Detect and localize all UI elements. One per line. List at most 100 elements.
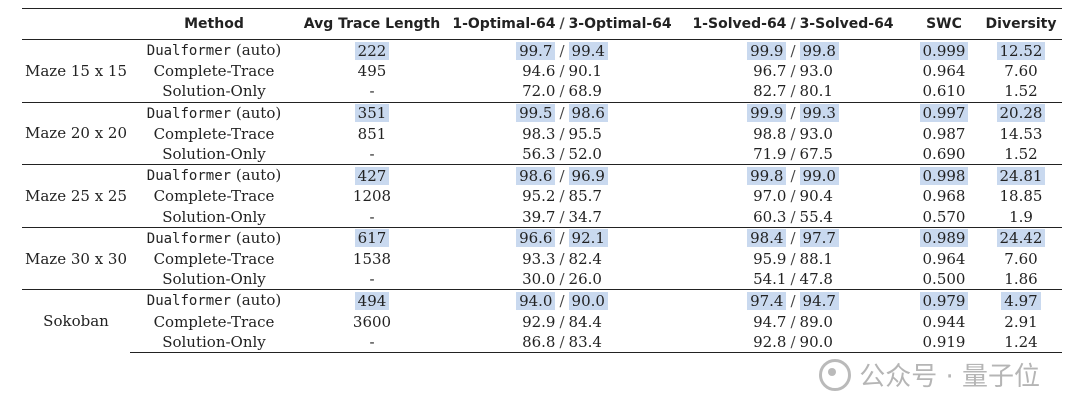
method-name: Solution-Only	[162, 270, 266, 289]
avg-trace-value: -	[369, 270, 375, 289]
table-group: Sokoban Dualformer (auto) 494 94.0/90.0 97.4…	[22, 289, 1062, 353]
table-row: Solution-Only -39.7/34.7 60.3/55.4 0.570 1.9	[22, 206, 1062, 227]
optimal-1-value: 72.0	[522, 82, 556, 101]
method-cell: Complete-Trace	[130, 61, 298, 81]
value-separator: /	[559, 104, 565, 123]
swc-cell: 0.997	[908, 101, 980, 124]
optimal-1-value: 99.7	[516, 41, 556, 60]
table-row: Maze 25 x 25 Dualformer (auto) 427 98.6/96.…	[22, 164, 1062, 228]
swc-cell: 0.968	[908, 186, 980, 206]
optimal-3-value: 84.4	[568, 312, 602, 331]
swc-value: 0.968	[922, 187, 966, 206]
optimal-cell: 30.0/26.0	[446, 269, 678, 290]
optimal-1-value: 99.5	[516, 104, 556, 123]
optimal-cell: 98.6/96.9	[446, 164, 678, 187]
swc-cell: 0.610	[908, 81, 980, 102]
method-name: Dualformer	[146, 293, 232, 310]
solved-3-value: 99.8	[799, 41, 839, 60]
solved-1-value: 98.4	[747, 229, 787, 248]
diversity-value: 1.9	[1009, 207, 1033, 226]
diversity-value: 1.86	[1004, 270, 1038, 289]
swc-cell: 0.964	[908, 61, 980, 81]
solved-cell: 96.7/93.0	[678, 61, 908, 81]
method-name: Solution-Only	[162, 332, 266, 351]
method-name: Dualformer	[146, 230, 232, 247]
optimal-3-value: 83.4	[568, 332, 602, 351]
solved-3-value: 89.0	[799, 312, 833, 331]
optimal-1-value: 92.9	[522, 312, 556, 331]
method-suffix: (auto)	[235, 166, 282, 185]
optimal-1-value: 96.6	[516, 229, 556, 248]
table-row: Maze 15 x 15 Dualformer (auto) 222 99.7/99.…	[22, 40, 1062, 80]
value-separator: /	[790, 249, 796, 268]
table-row: Maze 30 x 30 Dualformer (auto) 617 96.6/92.…	[22, 226, 1062, 290]
value-separator: /	[790, 82, 796, 101]
diversity-cell: 20.28	[980, 101, 1062, 124]
avg-trace-value: 351	[354, 104, 390, 123]
swc-value: 0.944	[922, 312, 966, 331]
header-solved: 1-Solved-64/3-Solved-64	[678, 8, 908, 40]
method-suffix: (auto)	[235, 291, 282, 310]
diversity-cell: 1.52	[980, 144, 1062, 165]
method-cell: Solution-Only	[130, 206, 298, 227]
optimal-cell: 94.0/90.0	[446, 289, 678, 312]
solved-cell: 82.7/80.1	[678, 81, 908, 102]
avg-trace-cell: 617	[298, 226, 446, 249]
table-row: Sokoban Dualformer (auto) 494 94.0/90.0 97.4…	[22, 289, 1062, 353]
header-solved-3: 3-Solved-64	[799, 16, 894, 32]
solved-cell: 98.8/93.0	[678, 124, 908, 144]
optimal-3-value: 95.5	[568, 124, 602, 143]
value-separator: /	[790, 166, 796, 185]
method-name: Complete-Trace	[153, 249, 275, 268]
avg-trace-cell: 494	[298, 289, 446, 312]
optimal-cell: 56.3/52.0	[446, 144, 678, 165]
method-cell: Complete-Trace	[130, 249, 298, 269]
value-separator: /	[790, 41, 796, 60]
header-diversity: Diversity	[980, 8, 1062, 40]
value-separator: /	[559, 82, 565, 101]
solved-1-value: 71.9	[753, 145, 787, 164]
solved-3-value: 47.8	[799, 270, 833, 289]
method-name: Complete-Trace	[153, 62, 275, 81]
solved-3-value: 99.3	[799, 104, 839, 123]
swc-value: 0.997	[919, 104, 969, 123]
optimal-1-value: 56.3	[522, 145, 556, 164]
header-method: Method	[130, 8, 298, 40]
solved-1-value: 94.7	[753, 312, 787, 331]
swc-value: 0.989	[919, 229, 969, 248]
diversity-value: 1.24	[1004, 332, 1038, 351]
solved-1-value: 97.0	[753, 187, 787, 206]
value-separator: /	[790, 145, 796, 164]
optimal-3-value: 90.1	[568, 62, 602, 81]
diversity-cell: 7.60	[980, 61, 1062, 81]
swc-value: 0.979	[919, 291, 969, 310]
avg-trace-cell: -	[298, 81, 446, 102]
optimal-1-value: 98.3	[522, 124, 556, 143]
swc-value: 0.999	[919, 41, 969, 60]
method-name: Solution-Only	[162, 145, 266, 164]
diversity-cell: 1.24	[980, 331, 1062, 353]
avg-trace-value: 427	[354, 166, 390, 185]
method-name: Solution-Only	[162, 82, 266, 101]
header-solved-1: 1-Solved-64	[692, 16, 787, 32]
diversity-value: 2.91	[1004, 312, 1038, 331]
group-label: Maze 20 x 20	[22, 101, 130, 165]
optimal-1-value: 86.8	[522, 332, 556, 351]
value-separator: /	[559, 312, 565, 331]
diversity-value: 24.42	[996, 229, 1046, 248]
solved-3-value: 93.0	[799, 62, 833, 81]
swc-value: 0.987	[922, 124, 966, 143]
header-optimal: 1-Optimal-64/3-Optimal-64	[446, 8, 678, 40]
header-optimal-1: 1-Optimal-64	[452, 16, 556, 32]
avg-trace-cell: -	[298, 144, 446, 165]
avg-trace-cell: 3600	[298, 311, 446, 331]
method-name: Dualformer	[146, 168, 232, 185]
avg-trace-value: 494	[354, 291, 390, 310]
diversity-value: 7.60	[1004, 249, 1038, 268]
value-separator: /	[559, 187, 565, 206]
avg-trace-cell: -	[298, 331, 446, 353]
solved-1-value: 99.9	[747, 104, 787, 123]
swc-cell: 0.964	[908, 249, 980, 269]
value-separator: /	[559, 332, 565, 351]
solved-cell: 95.9/88.1	[678, 249, 908, 269]
